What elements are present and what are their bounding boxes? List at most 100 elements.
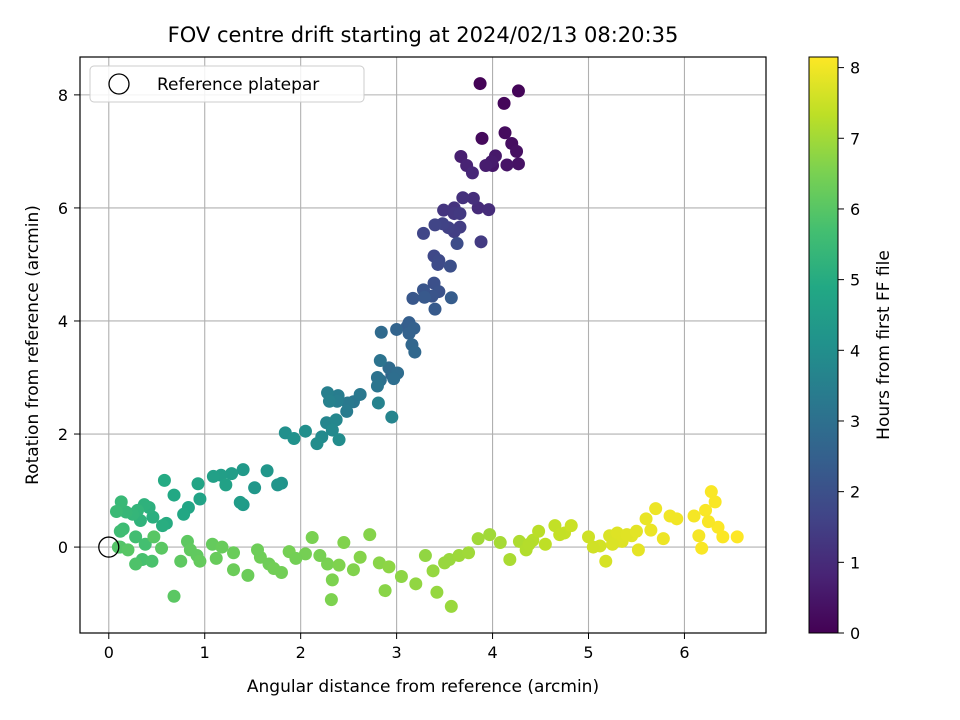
data-point [353, 550, 367, 564]
data-point [431, 257, 445, 271]
x-tick-label: 2 [296, 643, 306, 662]
data-point [406, 291, 420, 305]
data-point [114, 495, 128, 509]
data-point [109, 504, 123, 518]
y-tick-label: 6 [58, 199, 68, 218]
data-point [325, 423, 339, 437]
data-point [378, 584, 392, 598]
data-point [305, 530, 319, 544]
data-point [129, 530, 143, 544]
data-point [332, 558, 346, 572]
x-axis-label: Angular distance from reference (arcmin) [247, 677, 599, 697]
data-point [321, 557, 335, 571]
data-point [605, 537, 619, 551]
colorbar-tick-label: 8 [850, 59, 860, 78]
data-point [363, 528, 377, 542]
data-point [503, 553, 517, 567]
data-point [428, 218, 442, 232]
data-point [370, 379, 384, 393]
y-axis-label: Rotation from reference (arcmin) [23, 205, 43, 485]
data-point [553, 528, 567, 542]
y-axis-ticks: 0 2 4 6 8 [58, 86, 80, 557]
data-point [155, 541, 169, 555]
data-point [644, 523, 658, 537]
data-point [129, 557, 143, 571]
data-point [250, 543, 264, 557]
data-point [670, 512, 684, 526]
data-point [382, 560, 396, 574]
colorbar-tick-label: 7 [850, 129, 860, 148]
data-point [174, 554, 188, 568]
data-point [474, 235, 488, 249]
data-point [493, 536, 507, 550]
data-point [325, 573, 339, 587]
data-point [564, 519, 578, 533]
data-point [385, 410, 399, 424]
data-point [510, 144, 524, 158]
data-point [193, 554, 207, 568]
data-point [408, 345, 422, 359]
colorbar-label: Hours from first FF file [874, 250, 894, 440]
data-point [287, 432, 301, 446]
data-point [394, 569, 408, 583]
data-point [687, 509, 701, 523]
data-point [498, 126, 512, 140]
data-point [500, 158, 514, 172]
data-point [219, 478, 233, 492]
data-point [482, 203, 496, 217]
colorbar: 0 1 2 3 4 5 6 7 8 Hours from first FF file [808, 56, 894, 643]
data-point [599, 554, 613, 568]
data-point [475, 131, 489, 145]
data-point [522, 537, 536, 551]
x-axis-ticks: 0 1 2 3 4 5 6 [104, 633, 690, 662]
colorbar-tick-label: 5 [850, 271, 860, 290]
data-point [456, 191, 470, 205]
data-point [444, 291, 458, 305]
data-point [191, 477, 205, 491]
data-point [462, 546, 476, 560]
data-point [227, 546, 241, 560]
data-point [692, 529, 706, 543]
data-point [236, 463, 250, 477]
x-tick-label: 0 [104, 643, 114, 662]
data-point [471, 201, 485, 215]
data-point [313, 549, 327, 563]
data-point [428, 302, 442, 316]
data-point [241, 568, 255, 582]
data-point [716, 530, 730, 544]
data-point [466, 191, 480, 205]
data-point [409, 577, 423, 591]
data-point [346, 563, 360, 577]
data-point [227, 563, 241, 577]
chart-title: FOV centre drift starting at 2024/02/13 … [168, 23, 679, 47]
data-point [479, 159, 493, 173]
data-point [371, 396, 385, 410]
data-point [656, 532, 670, 546]
colorbar-gradient [808, 56, 839, 634]
y-tick-label: 0 [58, 538, 68, 557]
legend-marker [108, 73, 130, 95]
data-point [483, 528, 497, 542]
data-point [260, 464, 274, 478]
data-point [511, 157, 525, 171]
colorbar-tick-label: 6 [850, 200, 860, 219]
data-point [157, 473, 171, 487]
data-point [332, 433, 346, 447]
reference-marker [98, 536, 120, 558]
data-point [708, 495, 722, 509]
data-point [538, 537, 552, 551]
data-point [156, 519, 170, 533]
data-point [289, 551, 303, 565]
data-point [322, 394, 336, 408]
data-point [438, 556, 452, 570]
data-point [418, 549, 432, 563]
data-point [215, 540, 229, 554]
data-point [167, 488, 181, 502]
colorbar-tick-label: 2 [850, 483, 860, 502]
data-point [225, 467, 239, 481]
colorbar-tick-label: 4 [850, 341, 860, 360]
data-point [337, 536, 351, 550]
y-tick-label: 8 [58, 86, 68, 105]
data-point [145, 554, 159, 568]
